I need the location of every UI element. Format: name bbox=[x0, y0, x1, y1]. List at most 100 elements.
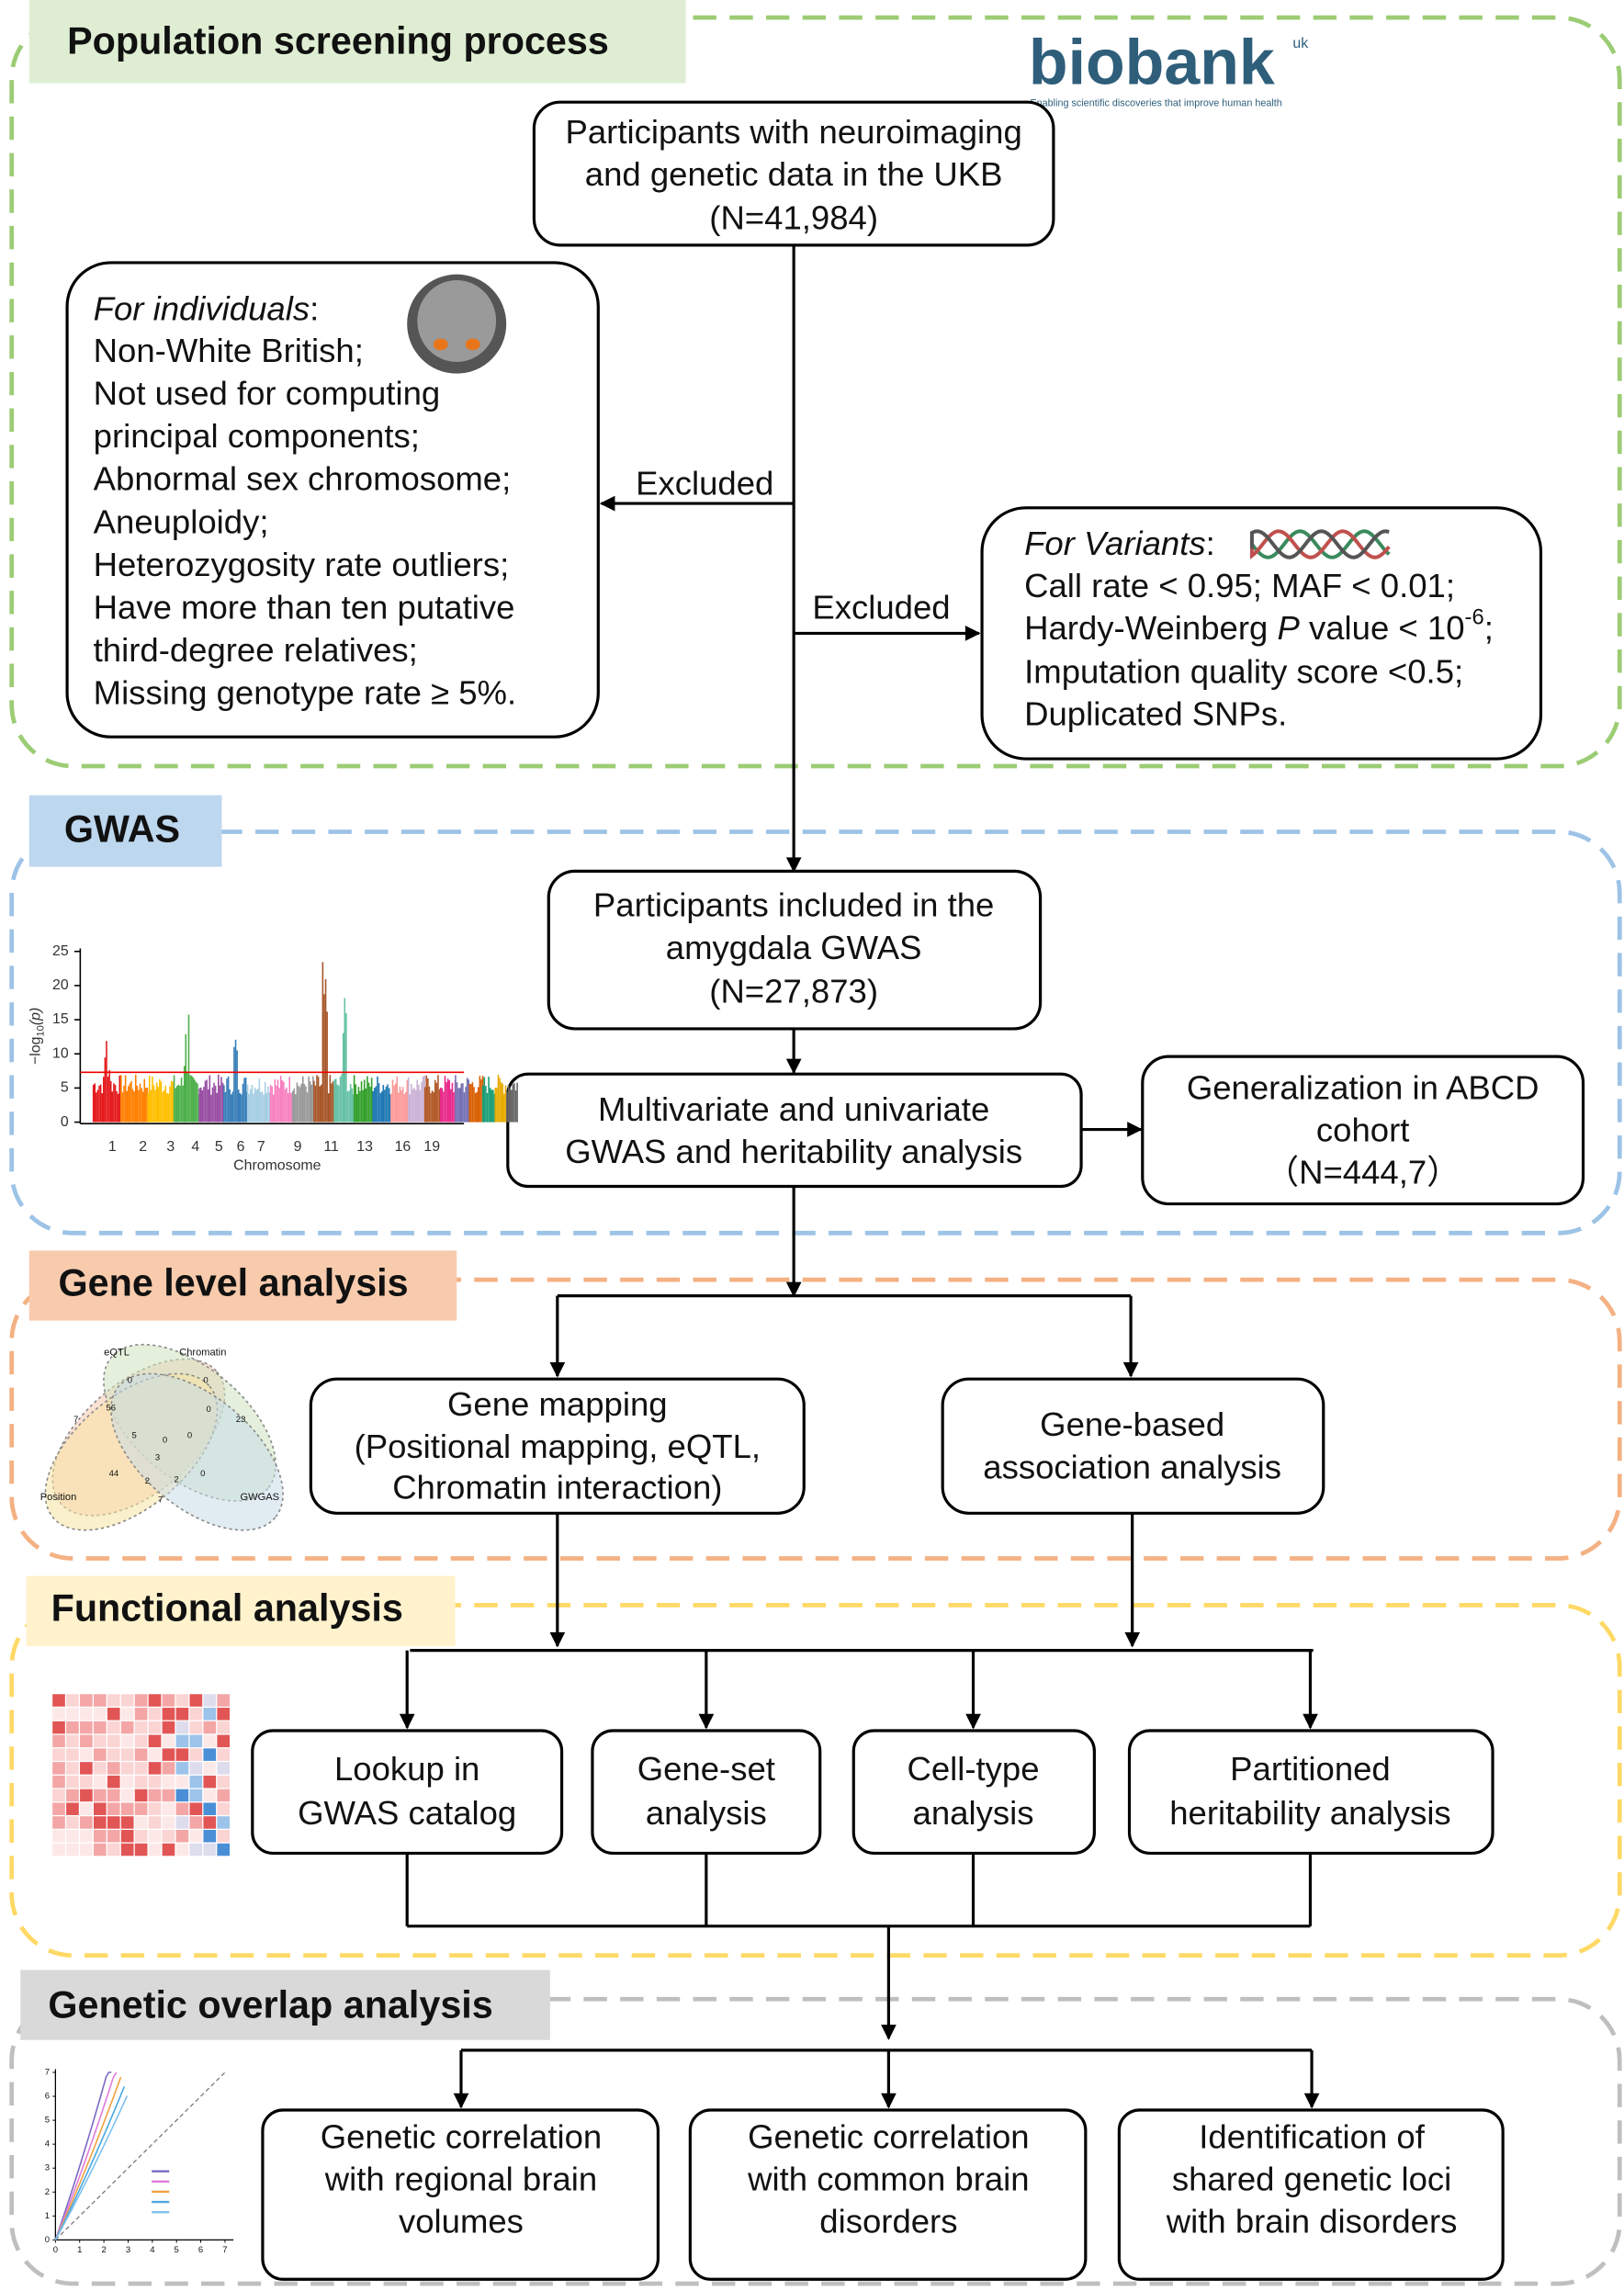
heatmap-cell bbox=[175, 1748, 189, 1761]
heatmap-cell bbox=[120, 1775, 134, 1789]
x-tick-label: 13 bbox=[356, 1139, 373, 1155]
box-text: Participants included in the bbox=[593, 886, 994, 924]
heatmap-cell bbox=[134, 1843, 148, 1856]
y-tick-label: 6 bbox=[45, 2092, 50, 2102]
heatmap-cell bbox=[175, 1775, 189, 1789]
box-text: analysis bbox=[913, 1794, 1034, 1832]
heatmap-cell bbox=[148, 1789, 162, 1802]
heatmap-cell bbox=[107, 1748, 120, 1761]
heatmap-cell bbox=[66, 1762, 79, 1775]
heatmap-cell bbox=[52, 1775, 65, 1789]
box-text: Non-White British; bbox=[94, 332, 364, 369]
venn-number: 5 bbox=[131, 1431, 136, 1441]
heatmap-cell bbox=[80, 1816, 93, 1829]
heatmap-cell bbox=[80, 1789, 93, 1802]
venn-number: 0 bbox=[203, 1375, 208, 1385]
venn-number: 0 bbox=[187, 1431, 192, 1441]
x-tick-label: 6 bbox=[198, 2245, 203, 2255]
x-tick-label: 9 bbox=[294, 1139, 302, 1155]
section-title: Gene level analysis bbox=[59, 1261, 409, 1304]
y-tick-label: 4 bbox=[45, 2139, 51, 2150]
section-frame bbox=[9, 1602, 1622, 1958]
y-tick-label: 10 bbox=[52, 1045, 69, 1061]
x-tick-label: 4 bbox=[150, 2245, 155, 2255]
heatmap-cell bbox=[93, 1762, 107, 1775]
brain-icon bbox=[465, 338, 480, 351]
heatmap-cell bbox=[175, 1802, 189, 1815]
heatmap-cell bbox=[175, 1721, 189, 1734]
heatmap-cell bbox=[107, 1762, 120, 1775]
heatmap-cell bbox=[134, 1802, 148, 1815]
box-text: Participants with neuroimaging bbox=[566, 113, 1022, 151]
heatmap-cell bbox=[217, 1721, 231, 1734]
heatmap-cell bbox=[80, 1830, 93, 1843]
overlap-box bbox=[688, 2108, 1088, 2281]
heatmap-cell bbox=[107, 1843, 120, 1856]
heatmap-cell bbox=[203, 1775, 217, 1789]
box-text: GWAS catalog bbox=[298, 1794, 516, 1832]
box-text: Gene mapping bbox=[447, 1385, 668, 1423]
heatmap-cell bbox=[162, 1843, 175, 1856]
heatmap-cell bbox=[52, 1708, 65, 1721]
functional-box bbox=[1127, 1729, 1494, 1856]
heatmap-cell bbox=[134, 1748, 148, 1761]
box-text: Identification of bbox=[1199, 2117, 1425, 2155]
heatmap-cell bbox=[217, 1748, 231, 1761]
overlap-box bbox=[261, 2108, 660, 2281]
y-tick-label: 2 bbox=[45, 2187, 50, 2197]
heatmap-cell bbox=[107, 1789, 120, 1802]
heatmap-cell bbox=[80, 1762, 93, 1775]
heatmap-cell bbox=[175, 1789, 189, 1802]
heatmap-cell bbox=[107, 1816, 120, 1829]
heatmap-cell bbox=[107, 1802, 120, 1815]
heatmap-cell bbox=[52, 1748, 65, 1761]
heatmap-cell bbox=[189, 1775, 203, 1789]
box-text: Genetic correlation bbox=[321, 2117, 602, 2155]
heatmap-cell bbox=[189, 1708, 203, 1721]
heatmap-cell bbox=[52, 1802, 65, 1815]
heatmap-cell bbox=[52, 1721, 65, 1734]
diagonal bbox=[54, 2071, 226, 2240]
heading-suffix: : bbox=[1206, 525, 1215, 562]
heatmap-cell bbox=[175, 1762, 189, 1775]
heatmap-cell bbox=[217, 1843, 231, 1856]
x-tick-label: 1 bbox=[77, 2245, 82, 2255]
heatmap-cell bbox=[107, 1775, 120, 1789]
heatmap-cell bbox=[203, 1830, 217, 1843]
box-text: (N=27,873) bbox=[709, 972, 878, 1010]
heatmap-cell bbox=[148, 1721, 162, 1734]
heatmap-cell bbox=[203, 1816, 217, 1829]
heatmap-cell bbox=[162, 1830, 175, 1843]
box-text: Cell-type bbox=[907, 1750, 1039, 1788]
variants-box bbox=[980, 506, 1543, 761]
dna-icon bbox=[1249, 529, 1391, 559]
heatmap-cell bbox=[189, 1734, 203, 1748]
x-tick-label: 1 bbox=[108, 1139, 117, 1155]
logo-tagline: Enabling scientific discoveries that imp… bbox=[1030, 98, 1281, 109]
x-axis-title: Chromosome bbox=[233, 1157, 321, 1173]
heatmap-cell bbox=[217, 1694, 231, 1707]
heatmap-cell bbox=[217, 1762, 231, 1775]
functional-box bbox=[591, 1729, 822, 1856]
generalization-box bbox=[1141, 1055, 1585, 1206]
text-part: −log bbox=[28, 1037, 44, 1065]
heatmap-cell bbox=[189, 1748, 203, 1761]
x-tick-label: 0 bbox=[53, 2245, 58, 2255]
venn-number: 3 bbox=[155, 1452, 160, 1462]
heatmap-cell bbox=[93, 1802, 107, 1815]
heatmap-cell bbox=[162, 1708, 175, 1721]
heatmap-cell bbox=[134, 1708, 148, 1721]
heatmap-cell bbox=[52, 1816, 65, 1829]
y-tick-label: 5 bbox=[45, 2116, 50, 2126]
heatmap-cell bbox=[66, 1721, 79, 1734]
box-text: Imputation quality score <0.5; bbox=[1024, 653, 1463, 691]
section-frame bbox=[9, 1996, 1622, 2286]
box-text: third-degree relatives; bbox=[94, 631, 418, 669]
section-title: Population screening process bbox=[67, 20, 609, 62]
heatmap-cell bbox=[52, 1830, 65, 1843]
box-text: Gene-based bbox=[1040, 1405, 1224, 1443]
text-part: value < 10 bbox=[1300, 609, 1465, 647]
heatmap-cell bbox=[80, 1694, 93, 1707]
heatmap-cell bbox=[203, 1748, 217, 1761]
venn-number: 0 bbox=[207, 1405, 211, 1415]
